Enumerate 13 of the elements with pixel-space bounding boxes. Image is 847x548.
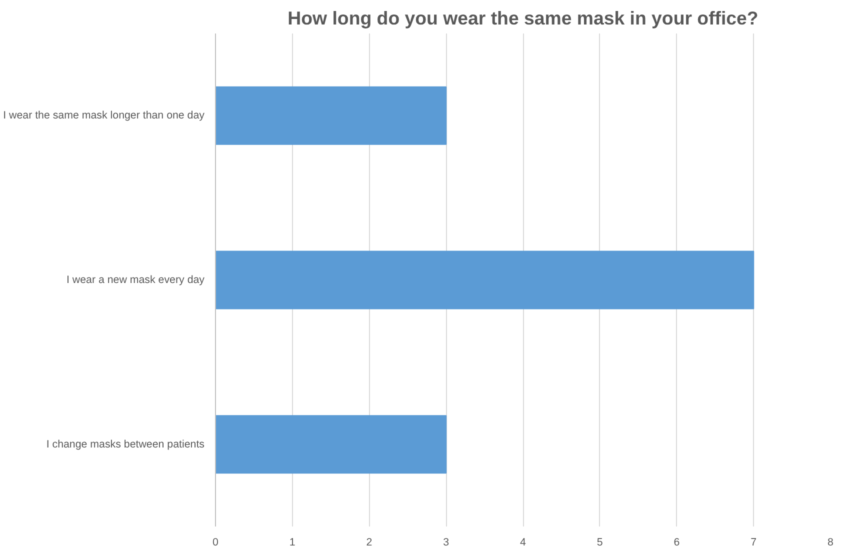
x-tick-label: 1 (289, 536, 296, 548)
x-tick-label: 4 (520, 536, 526, 548)
x-tick-label: 0 (212, 536, 219, 548)
y-tick-label: I wear a new mask every day (66, 274, 206, 286)
x-tick-label: 6 (674, 536, 680, 548)
x-tick-label: 5 (596, 536, 603, 548)
y-tick-label: I change masks between patients (46, 438, 205, 450)
y-tick-label: I wear the same mask longer than one day (3, 110, 206, 122)
x-tick-label: 2 (366, 536, 372, 548)
chart-title: How long do you wear the same mask in your office? (288, 8, 758, 28)
x-tick-label: 7 (750, 536, 757, 548)
x-tick-label: 8 (828, 536, 834, 548)
x-tick-label: 3 (443, 536, 450, 548)
